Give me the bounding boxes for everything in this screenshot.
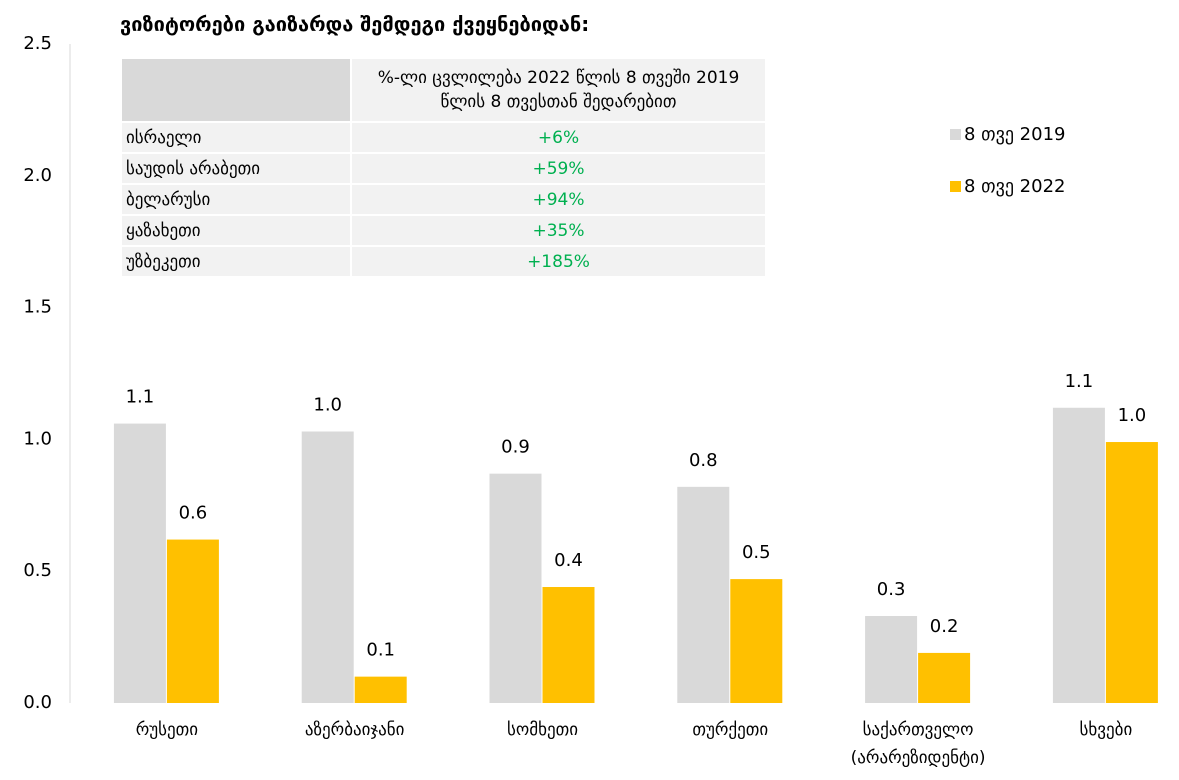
data-label: 1.0 xyxy=(313,394,342,415)
y-tick-label: 1.0 xyxy=(23,428,52,449)
y-tick-label: 1.5 xyxy=(23,297,52,318)
data-label: 0.5 xyxy=(742,542,771,563)
y-tick-label: 0.0 xyxy=(23,692,52,713)
change: +6% xyxy=(350,121,767,154)
x-tick-label: სომხეთი xyxy=(506,720,579,740)
change: +59% xyxy=(350,152,767,185)
bar xyxy=(301,431,354,703)
legend-swatch xyxy=(950,181,961,192)
bar xyxy=(730,579,783,703)
data-label: 0.8 xyxy=(689,450,718,471)
change: +35% xyxy=(350,214,767,247)
bar xyxy=(166,539,219,703)
data-label: 0.6 xyxy=(179,503,208,524)
change: +94% xyxy=(350,183,767,216)
y-tick-label: 2.5 xyxy=(23,33,52,54)
table-row: საუდის არაბეთი +59% xyxy=(120,152,767,185)
data-label: 1.0 xyxy=(1118,405,1147,426)
data-label: 0.9 xyxy=(501,437,530,458)
table: %-ლი ცვლილება 2022 წლის 8 თვეში 2019 წლი… xyxy=(120,57,767,278)
x-tick-label: საქართველო (არარეზიდენტი) xyxy=(850,720,986,768)
bar xyxy=(542,587,595,703)
data-label: 1.1 xyxy=(126,387,155,408)
country: ისრაელი xyxy=(120,121,352,154)
x-tick-label: რუსეთი xyxy=(135,720,199,740)
y-tick-label: 2.0 xyxy=(23,165,52,186)
x-tick-label: თურქეთი xyxy=(692,720,769,740)
data-label: 1.1 xyxy=(1065,371,1094,392)
table-header: %-ლი ცვლილება 2022 წლის 8 თვეში 2019 წლი… xyxy=(120,57,767,123)
data-label: 0.2 xyxy=(930,616,959,637)
header-blank xyxy=(120,57,352,123)
bar xyxy=(865,616,918,703)
bar xyxy=(354,676,407,703)
bar xyxy=(489,473,542,703)
country: ბელარუსი xyxy=(120,183,352,216)
legend-label: 8 თვე 2019 xyxy=(964,124,1066,145)
column-header: %-ლი ცვლილება 2022 წლის 8 თვეში 2019 წლი… xyxy=(350,57,767,123)
table-row: ბელარუსი +94% xyxy=(120,183,767,216)
data-label: 0.4 xyxy=(554,550,583,571)
x-tick-label: აზერბაიჯანი xyxy=(304,720,405,740)
x-tick-label: სხვები xyxy=(1079,720,1133,740)
country: საუდის არაბეთი xyxy=(120,152,352,185)
bar xyxy=(113,423,166,703)
data-label: 0.1 xyxy=(366,640,395,661)
chart-title: ვიზიტორები გაიზარდა შემდეგი ქვეყნებიდან: xyxy=(120,12,590,36)
bar xyxy=(918,652,971,703)
table-row: ყაზახეთი +35% xyxy=(120,214,767,247)
country: უზბეკეთი xyxy=(120,245,352,278)
bar xyxy=(677,486,730,703)
table-row: უზბეკეთი +185% xyxy=(120,245,767,278)
data-label: 0.3 xyxy=(877,579,906,600)
bar xyxy=(1052,407,1105,703)
table-row: ისრაელი +6% xyxy=(120,121,767,154)
y-tick-label: 0.5 xyxy=(23,560,52,581)
legend-swatch xyxy=(950,129,961,140)
change: +185% xyxy=(350,245,767,278)
legend-label: 8 თვე 2022 xyxy=(964,176,1066,197)
country: ყაზახეთი xyxy=(120,214,352,247)
bar xyxy=(1105,442,1158,703)
